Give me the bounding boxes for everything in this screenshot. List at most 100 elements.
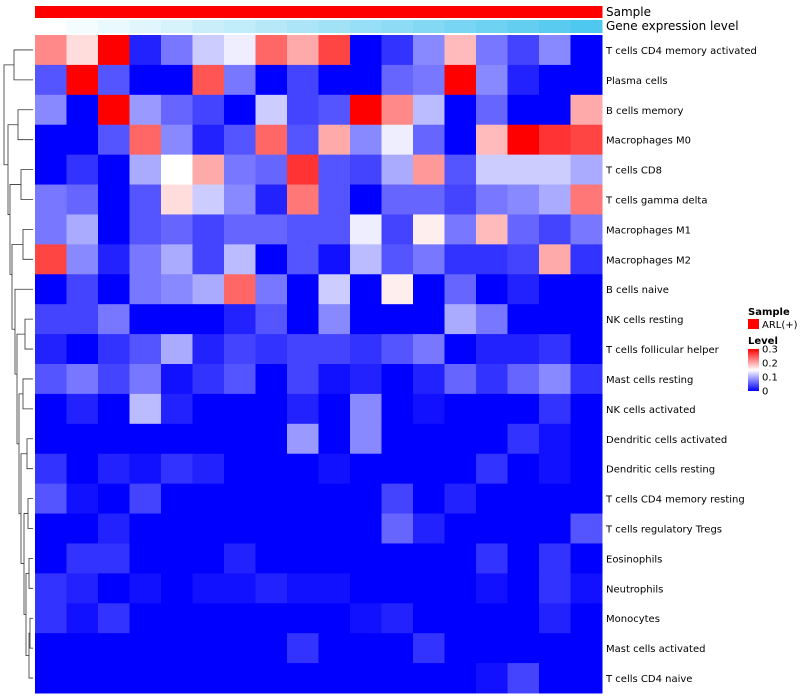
heatmap-cell — [129, 304, 162, 335]
heatmap-cell — [539, 274, 571, 305]
heatmap-cell — [381, 274, 414, 305]
heatmap-cell — [161, 573, 193, 604]
heatmap-cell — [35, 603, 67, 634]
heatmap-cell — [539, 304, 571, 335]
heatmap-cell — [35, 154, 67, 186]
heatmap-cell — [381, 154, 414, 186]
heatmap-cell — [287, 154, 319, 186]
heatmap-cell — [192, 543, 225, 574]
sample-annotation-cell — [318, 6, 351, 18]
row-label: Macrophages M2 — [606, 255, 691, 266]
heatmap-cell — [255, 244, 288, 275]
row-label: T cells CD4 naive — [605, 674, 692, 685]
heatmap-cell — [192, 393, 225, 425]
heatmap-cell — [129, 274, 162, 305]
heatmap-cell — [192, 663, 225, 694]
heatmap-cell — [98, 124, 130, 156]
heatmap-cell — [318, 274, 351, 305]
heatmap-cell — [192, 154, 225, 186]
heatmap-cell — [476, 603, 508, 634]
heatmap-cell — [255, 304, 288, 335]
heatmap-cell — [507, 543, 540, 574]
row-label: NK cells resting — [606, 315, 683, 326]
heatmap-cell — [318, 393, 351, 425]
legend-sample-swatch — [748, 319, 759, 329]
heatmap-cell — [255, 154, 288, 186]
heatmap-cell — [381, 244, 414, 275]
expression-annotation-cell — [570, 20, 603, 33]
heatmap-cell — [350, 35, 382, 66]
heatmap-cell — [381, 603, 414, 634]
heatmap-cell — [318, 513, 351, 544]
heatmap-cell — [129, 573, 162, 604]
heatmap-cell — [350, 483, 382, 515]
heatmap-cell — [129, 393, 162, 425]
heatmap-cell — [318, 304, 351, 335]
annotation-label-sample: Sample — [606, 5, 651, 19]
heatmap-cell — [129, 94, 162, 126]
expression-annotation-cell — [476, 20, 508, 33]
heatmap-cell — [570, 35, 603, 66]
heatmap-cell — [350, 334, 382, 365]
heatmap-cell — [35, 453, 67, 485]
heatmap-cell — [161, 603, 193, 634]
heatmap-cell — [35, 274, 67, 305]
heatmap-cell — [192, 35, 225, 66]
dendrogram-branch — [17, 109, 33, 141]
heatmap-cell — [192, 573, 225, 604]
heatmap-cell — [444, 214, 477, 245]
heatmap-cell — [66, 35, 99, 66]
heatmap-cell — [507, 35, 540, 66]
heatmap-cell — [570, 393, 603, 425]
heatmap-cell — [507, 184, 540, 215]
heatmap-cell — [35, 543, 67, 574]
row-label: B cells naive — [606, 285, 669, 296]
expression-annotation-cell — [413, 20, 445, 33]
annotation-label-gene-expression: Gene expression level — [606, 19, 739, 33]
heatmap-cell — [444, 483, 477, 515]
heatmap-cell — [507, 274, 540, 305]
heatmap-cell — [570, 334, 603, 365]
heatmap-cell — [539, 663, 571, 694]
sample-annotation-cell — [476, 6, 508, 18]
heatmap-cell — [98, 35, 130, 66]
heatmap-cell — [255, 423, 288, 455]
heatmap-cell — [570, 483, 603, 515]
column-annotation-bars — [35, 6, 603, 33]
heatmap-cell — [98, 304, 130, 335]
heatmap-cell — [287, 423, 319, 455]
heatmap-cell — [570, 184, 603, 215]
heatmap-cell — [444, 154, 477, 186]
expression-annotation-cell — [35, 20, 67, 33]
heatmap-cell — [98, 603, 130, 634]
heatmap-cell — [255, 663, 288, 694]
heatmap-cell — [192, 124, 225, 156]
heatmap-cell — [507, 124, 540, 156]
dendrogram-branch — [22, 378, 33, 410]
heatmap-cell — [539, 543, 571, 574]
heatmap-cell — [66, 244, 99, 275]
heatmap-cell — [129, 64, 162, 96]
heatmap-cell — [570, 274, 603, 305]
heatmap-cell — [129, 453, 162, 485]
heatmap-cell — [381, 184, 414, 215]
heatmap-cell — [570, 543, 603, 574]
sample-annotation-cell — [192, 6, 225, 18]
dendrogram-branch — [20, 453, 27, 564]
heatmap-cell — [255, 124, 288, 156]
heatmap-cell — [192, 94, 225, 126]
legend-level-gradient — [748, 349, 759, 391]
heatmap-cell — [192, 214, 225, 245]
heatmap-cell — [161, 423, 193, 455]
heatmap-cell — [255, 483, 288, 515]
heatmap-cell — [507, 244, 540, 275]
heatmap-cell — [35, 184, 67, 215]
heatmap-cell — [161, 543, 193, 574]
heatmap-cell — [98, 453, 130, 485]
heatmap-cell — [192, 423, 225, 455]
heatmap-cell — [318, 334, 351, 365]
heatmap-cell — [318, 214, 351, 245]
heatmap-cell — [507, 364, 540, 395]
expression-annotation-cell — [287, 20, 319, 33]
heatmap-cell — [539, 483, 571, 515]
